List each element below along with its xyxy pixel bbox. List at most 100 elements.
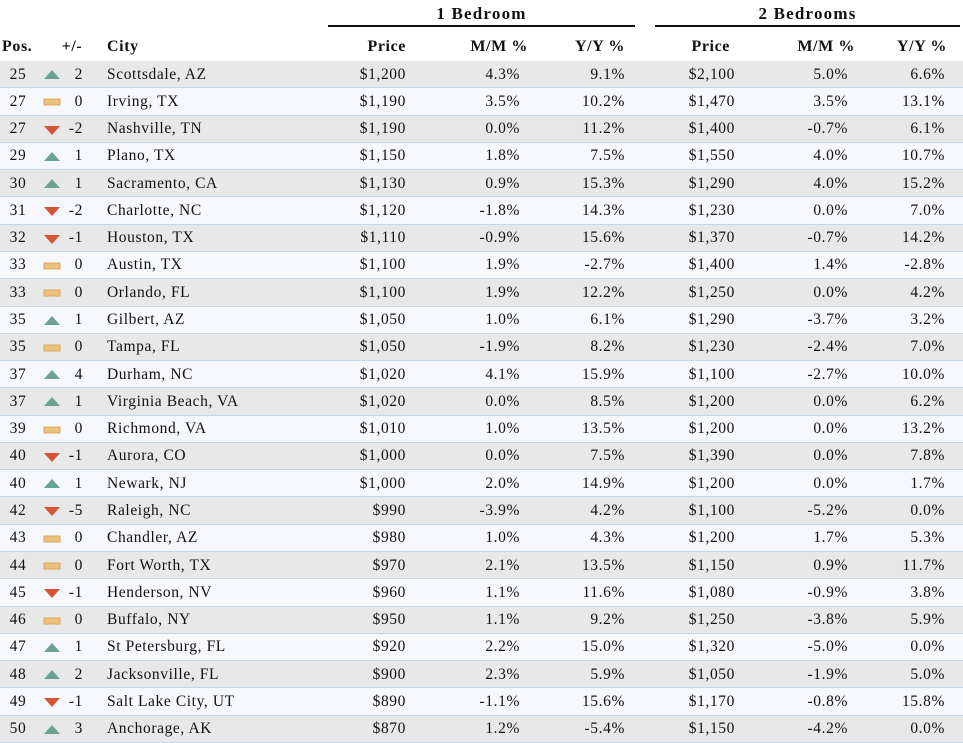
cell: -3.7% (807, 311, 848, 329)
column-header: Price (367, 38, 406, 55)
cell: 6.1% (590, 311, 625, 329)
cell: 1 (74, 174, 83, 192)
trend-shape (44, 724, 60, 734)
cell: $1,110 (360, 229, 406, 247)
cell: 4.3% (485, 65, 520, 83)
trend-icon (44, 452, 60, 462)
cell: -0.9% (479, 229, 520, 247)
cell: $1,190 (359, 92, 406, 110)
cell: 14.3% (581, 201, 625, 219)
cell: Austin, TX (107, 256, 183, 274)
cell: -0.7% (807, 229, 848, 247)
cell: 3.8% (910, 583, 945, 601)
cell: 1.0% (485, 311, 520, 329)
trend-icon (43, 262, 61, 270)
cell: Tampa, FL (107, 338, 181, 356)
trend-icon (43, 562, 61, 570)
trend-icon (44, 507, 60, 517)
cell: -2 (68, 201, 83, 219)
group-header: 1 Bedroom (436, 4, 527, 23)
cell: $1,290 (688, 174, 735, 192)
trend-shape (43, 535, 61, 543)
trend-icon (44, 151, 60, 161)
cell: $1,120 (359, 201, 406, 219)
cell: $1,250 (688, 283, 735, 301)
cell: 0 (74, 529, 83, 547)
table-row (0, 633, 963, 662)
cell: $1,200 (688, 529, 735, 547)
cell: 2.1% (485, 556, 520, 574)
trend-icon (44, 479, 60, 489)
cell: 1.7% (910, 474, 945, 492)
cell: $1,390 (688, 447, 735, 465)
cell: 0 (74, 92, 83, 110)
cell: -5.2% (807, 501, 848, 519)
cell: 1.9% (485, 256, 520, 274)
cell: -2.7% (807, 365, 848, 383)
trend-icon (44, 234, 60, 244)
cell: 0.9% (813, 556, 848, 574)
cell: Irving, TX (107, 92, 180, 110)
trend-icon (44, 724, 60, 734)
table-row (0, 442, 963, 471)
column-header: M/M % (470, 38, 528, 55)
cell: 1.8% (485, 147, 520, 165)
cell: 5.0% (813, 65, 848, 83)
table-row (0, 197, 963, 225)
cell: 13.2% (901, 420, 945, 438)
cell: 1.9% (485, 283, 520, 301)
table-row (0, 388, 963, 416)
cell: 15.0% (581, 638, 625, 656)
column-header: Pos. (2, 38, 33, 55)
cell: Charlotte, NC (107, 201, 202, 219)
cell: 0 (74, 556, 83, 574)
cell: 9.1% (590, 65, 625, 83)
cell: -5 (68, 501, 83, 519)
table-row (0, 688, 963, 716)
cell: 0.0% (813, 201, 848, 219)
cell: Nashville, TN (107, 120, 203, 138)
table-row (0, 661, 963, 689)
trend-icon (44, 698, 60, 708)
cell: 1.4% (813, 256, 848, 274)
cell: $1,150 (359, 147, 406, 165)
cell: 0.0% (485, 120, 520, 138)
cell: 35 (9, 338, 27, 356)
trend-shape (43, 426, 61, 434)
group-rule (328, 25, 635, 27)
cell: $1,200 (359, 65, 406, 83)
cell: Scottsdale, AZ (107, 65, 207, 83)
cell: 0.0% (813, 420, 848, 438)
trend-shape (43, 98, 61, 106)
cell: 39 (9, 420, 27, 438)
column-header: M/M % (797, 38, 855, 55)
cell: Orlando, FL (107, 283, 191, 301)
cell: $1,020 (359, 365, 406, 383)
cell: 15.8% (901, 692, 945, 710)
table-row (0, 579, 963, 607)
cell: 4.2% (590, 501, 625, 519)
cell: -1.9% (807, 665, 848, 683)
cell: $1,250 (688, 611, 735, 629)
cell: 13.1% (901, 92, 945, 110)
cell: $1,000 (359, 474, 406, 492)
cell: -5.0% (807, 638, 848, 656)
trend-icon (44, 670, 60, 680)
cell: 27 (9, 92, 27, 110)
table-row (0, 715, 963, 743)
cell: 0.0% (485, 392, 520, 410)
cell: 15.9% (581, 365, 625, 383)
trend-icon (43, 289, 61, 297)
cell: 13.5% (581, 556, 625, 574)
cell: 1.1% (485, 583, 520, 601)
table-row (0, 361, 963, 389)
cell: 15.2% (901, 174, 945, 192)
cell: $1,100 (359, 283, 406, 301)
cell: Houston, TX (107, 229, 195, 247)
trend-shape (43, 617, 61, 625)
trend-shape (44, 670, 60, 680)
trend-icon (44, 642, 60, 652)
cell: 40 (9, 474, 27, 492)
cell: 15.3% (581, 174, 625, 192)
